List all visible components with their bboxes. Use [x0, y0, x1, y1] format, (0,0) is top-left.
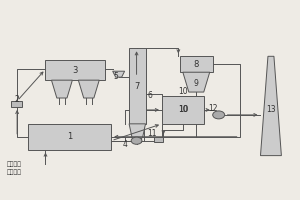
Text: 1: 1	[67, 132, 72, 141]
Text: 3: 3	[73, 66, 78, 75]
Bar	[11, 101, 22, 107]
Bar	[154, 137, 164, 142]
Polygon shape	[129, 124, 146, 138]
Text: 10: 10	[178, 105, 188, 114]
Text: 8: 8	[194, 60, 199, 69]
Circle shape	[131, 137, 142, 144]
Text: 2: 2	[15, 95, 20, 104]
Circle shape	[213, 111, 225, 119]
Polygon shape	[113, 71, 124, 77]
Polygon shape	[52, 80, 72, 98]
Bar	[162, 96, 204, 124]
Bar	[28, 124, 111, 150]
Text: 6: 6	[148, 91, 152, 100]
Polygon shape	[183, 72, 210, 92]
Bar	[46, 60, 105, 80]
Polygon shape	[78, 80, 99, 98]
Text: 4: 4	[122, 140, 127, 149]
Text: 10: 10	[178, 87, 188, 96]
Text: 10: 10	[178, 105, 188, 114]
Text: 5: 5	[113, 72, 118, 81]
Text: 碳素阳极
焙煮烟气: 碳素阳极 焙煮烟气	[7, 162, 22, 175]
Text: 9: 9	[194, 79, 199, 88]
Bar	[180, 56, 213, 72]
Text: 7: 7	[135, 82, 140, 91]
Text: 12: 12	[208, 104, 218, 113]
Polygon shape	[260, 56, 281, 156]
Text: 13: 13	[266, 105, 276, 114]
Text: 11: 11	[147, 129, 156, 138]
Bar	[129, 48, 146, 124]
